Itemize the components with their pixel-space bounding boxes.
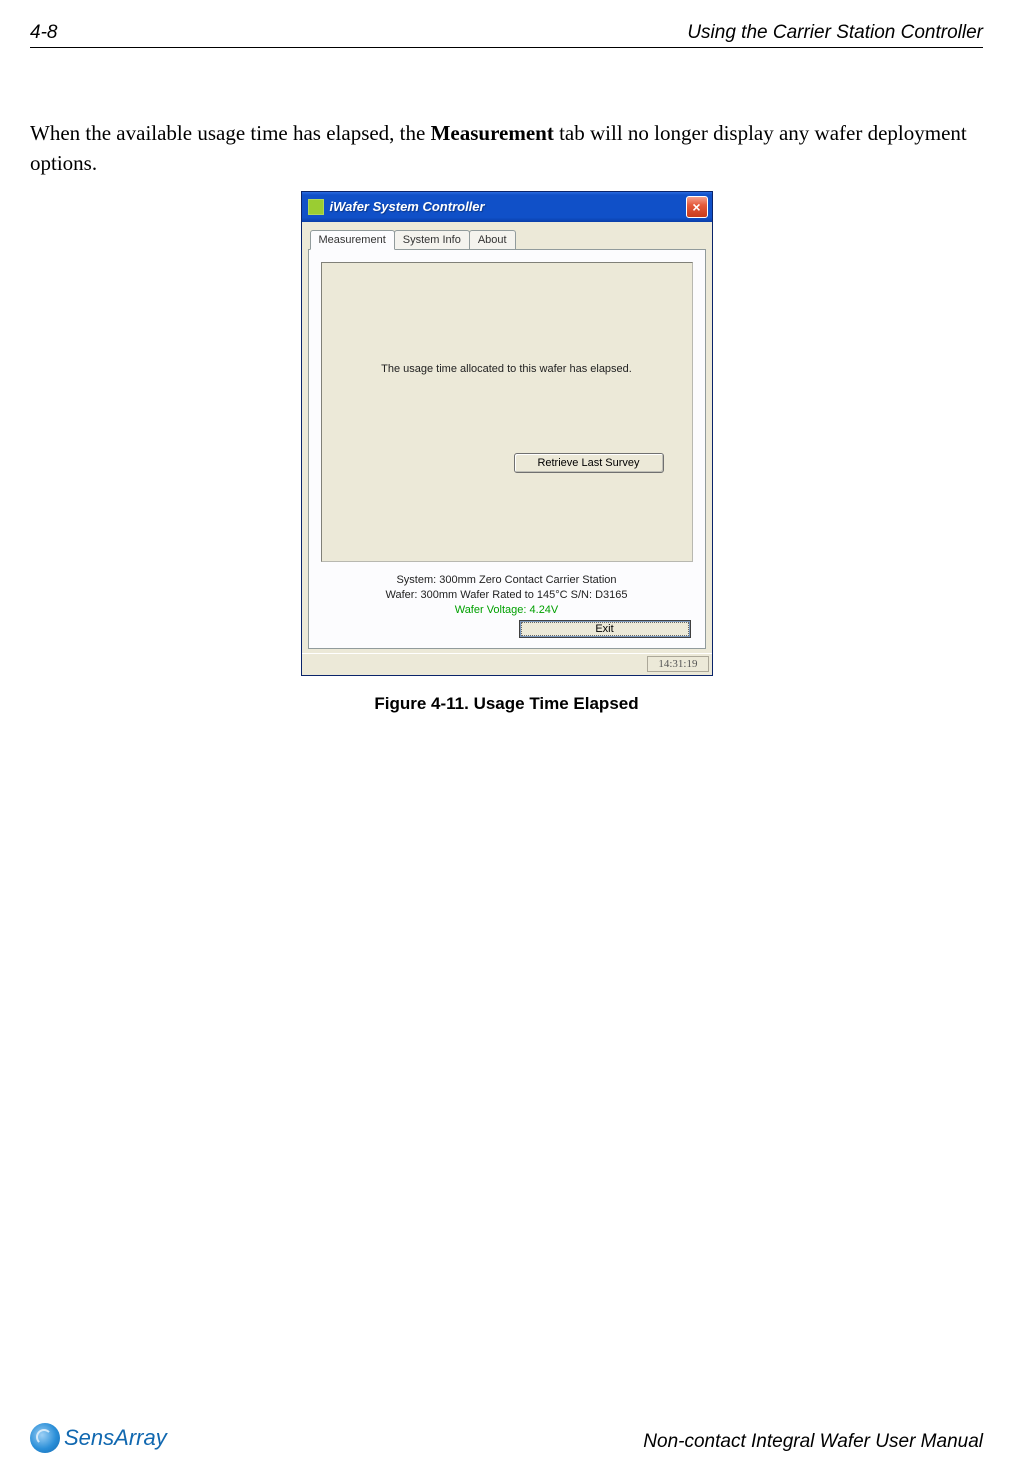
page-footer: SensArray Non-contact Integral Wafer Use… <box>30 1423 983 1453</box>
close-icon: × <box>692 199 700 215</box>
window-title: iWafer System Controller <box>330 199 686 214</box>
logo: SensArray <box>30 1423 167 1453</box>
system-line: System: 300mm Zero Contact Carrier Stati… <box>309 573 705 588</box>
tab-system-info[interactable]: System Info <box>394 230 470 250</box>
body-paragraph: When the available usage time has elapse… <box>30 118 983 179</box>
elapsed-message: The usage time allocated to this wafer h… <box>322 363 692 375</box>
tab-panel: The usage time allocated to this wafer h… <box>308 249 706 649</box>
wafer-voltage: Wafer Voltage: 4.24V <box>309 603 705 618</box>
logo-swirl-icon <box>30 1423 60 1453</box>
exit-button[interactable]: Exit <box>519 620 691 638</box>
manual-title: Non-contact Integral Wafer User Manual <box>643 1431 983 1453</box>
page-header: 4-8 Using the Carrier Station Controller <box>30 22 983 48</box>
para-prefix: When the available usage time has elapse… <box>30 121 431 145</box>
status-time: 14:31:19 <box>647 656 708 672</box>
figure-caption: Figure 4-11. Usage Time Elapsed <box>30 694 983 714</box>
tab-about[interactable]: About <box>469 230 516 250</box>
close-button[interactable]: × <box>686 196 708 218</box>
app-window: iWafer System Controller × Measurement S… <box>301 191 713 676</box>
wafer-line: Wafer: 300mm Wafer Rated to 145°C S/N: D… <box>309 588 705 603</box>
app-icon <box>308 199 324 215</box>
system-info-block: System: 300mm Zero Contact Carrier Stati… <box>309 573 705 618</box>
window-client-area: Measurement System Info About The usage … <box>302 222 712 653</box>
section-title: Using the Carrier Station Controller <box>687 22 983 44</box>
para-bold: Measurement <box>431 121 554 145</box>
figure-container: iWafer System Controller × Measurement S… <box>30 191 983 714</box>
logo-text: SensArray <box>64 1425 167 1451</box>
window-titlebar: iWafer System Controller × <box>302 192 712 222</box>
status-bar: 14:31:19 <box>302 653 712 675</box>
retrieve-last-survey-button[interactable]: Retrieve Last Survey <box>514 453 664 473</box>
inner-frame: The usage time allocated to this wafer h… <box>321 262 693 562</box>
tab-row: Measurement System Info About <box>310 230 706 250</box>
page-number: 4-8 <box>30 22 57 44</box>
tab-measurement[interactable]: Measurement <box>310 230 395 250</box>
